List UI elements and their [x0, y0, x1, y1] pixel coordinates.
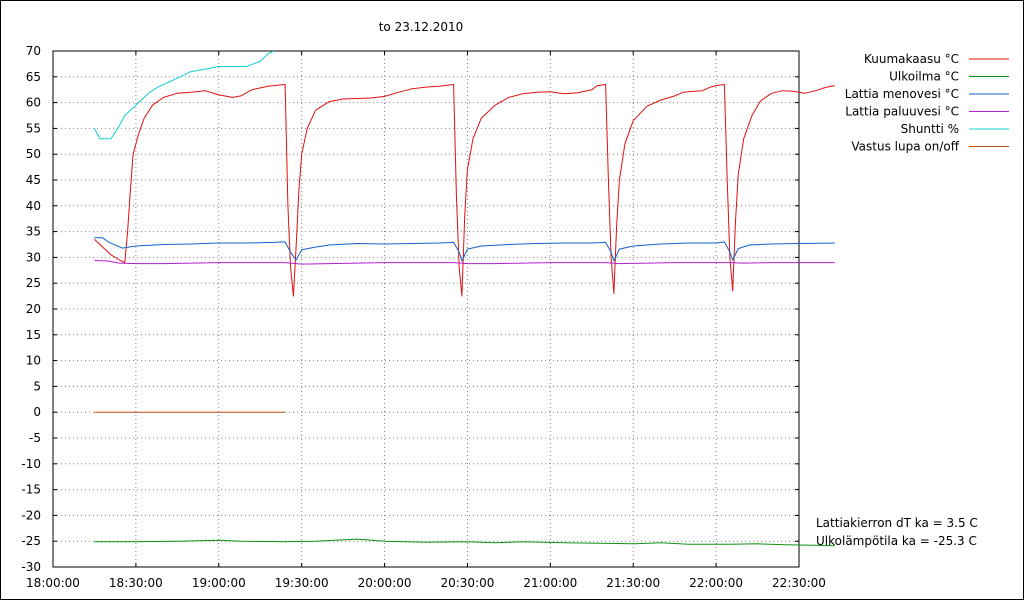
x-tick-label: 22:00:00: [689, 576, 743, 590]
y-tick-label: 15: [26, 328, 41, 342]
legend-label: Shuntti %: [901, 122, 959, 136]
legend-label: Kuumakaasu °C: [864, 52, 959, 66]
y-tick-label: 30: [26, 250, 41, 264]
y-tick-label: 25: [26, 276, 41, 290]
y-tick-label: 5: [33, 379, 41, 393]
x-tick-label: 21:30:00: [606, 576, 660, 590]
axis-ticks: 7065605550454035302520151050-5-10-15-20-…: [21, 44, 826, 590]
chart-title: to 23.12.2010: [379, 20, 464, 34]
y-tick-label: -15: [21, 483, 41, 497]
legend: Kuumakaasu °C Ulkoilma °C Lattia menovesi …: [845, 52, 1009, 154]
y-tick-label: -20: [21, 508, 41, 522]
legend-label: Ulkoilma °C: [889, 70, 959, 84]
y-tick-label: 45: [26, 173, 41, 187]
y-tick-label: -25: [21, 534, 41, 548]
x-tick-label: 19:30:00: [275, 576, 329, 590]
y-tick-label: -30: [21, 560, 41, 574]
x-tick-label: 20:00:00: [358, 576, 412, 590]
series-lines: [93, 50, 835, 547]
x-tick-label: 18:30:00: [109, 576, 163, 590]
y-tick-label: 55: [26, 121, 41, 135]
y-tick-label: 60: [26, 96, 41, 110]
legend-label: Lattia menovesi °C: [845, 87, 959, 101]
y-tick-label: 40: [26, 199, 41, 213]
series-line-1: [94, 538, 835, 547]
y-tick-label: 10: [26, 354, 41, 368]
x-tick-label: 19:00:00: [192, 576, 246, 590]
series-line-2: [94, 237, 835, 262]
y-tick-label: 0: [33, 405, 41, 419]
y-tick-label: -10: [21, 457, 41, 471]
legend-label: Vastus lupa on/off: [851, 140, 959, 154]
annotation-outdoor-temp: Ulkolämpötila ka = -25.3 C: [816, 534, 977, 548]
series-line-4: [93, 50, 275, 140]
grid: [53, 51, 799, 567]
legend-label: Lattia paluuvesi °C: [845, 105, 959, 119]
series-line-0: [94, 84, 835, 297]
y-tick-label: 50: [26, 147, 41, 161]
x-tick-label: 20:30:00: [440, 576, 494, 590]
y-tick-label: 35: [26, 225, 41, 239]
series-line-3: [94, 260, 835, 265]
y-tick-label: 20: [26, 302, 41, 316]
y-tick-label: 70: [26, 44, 41, 58]
x-tick-label: 21:00:00: [523, 576, 577, 590]
x-tick-label: 22:30:00: [772, 576, 826, 590]
x-tick-label: 18:00:00: [26, 576, 80, 590]
annotation-dt: Lattiakierron dT ka = 3.5 C: [816, 516, 978, 530]
y-tick-label: 65: [26, 70, 41, 84]
y-tick-label: -5: [29, 431, 41, 445]
